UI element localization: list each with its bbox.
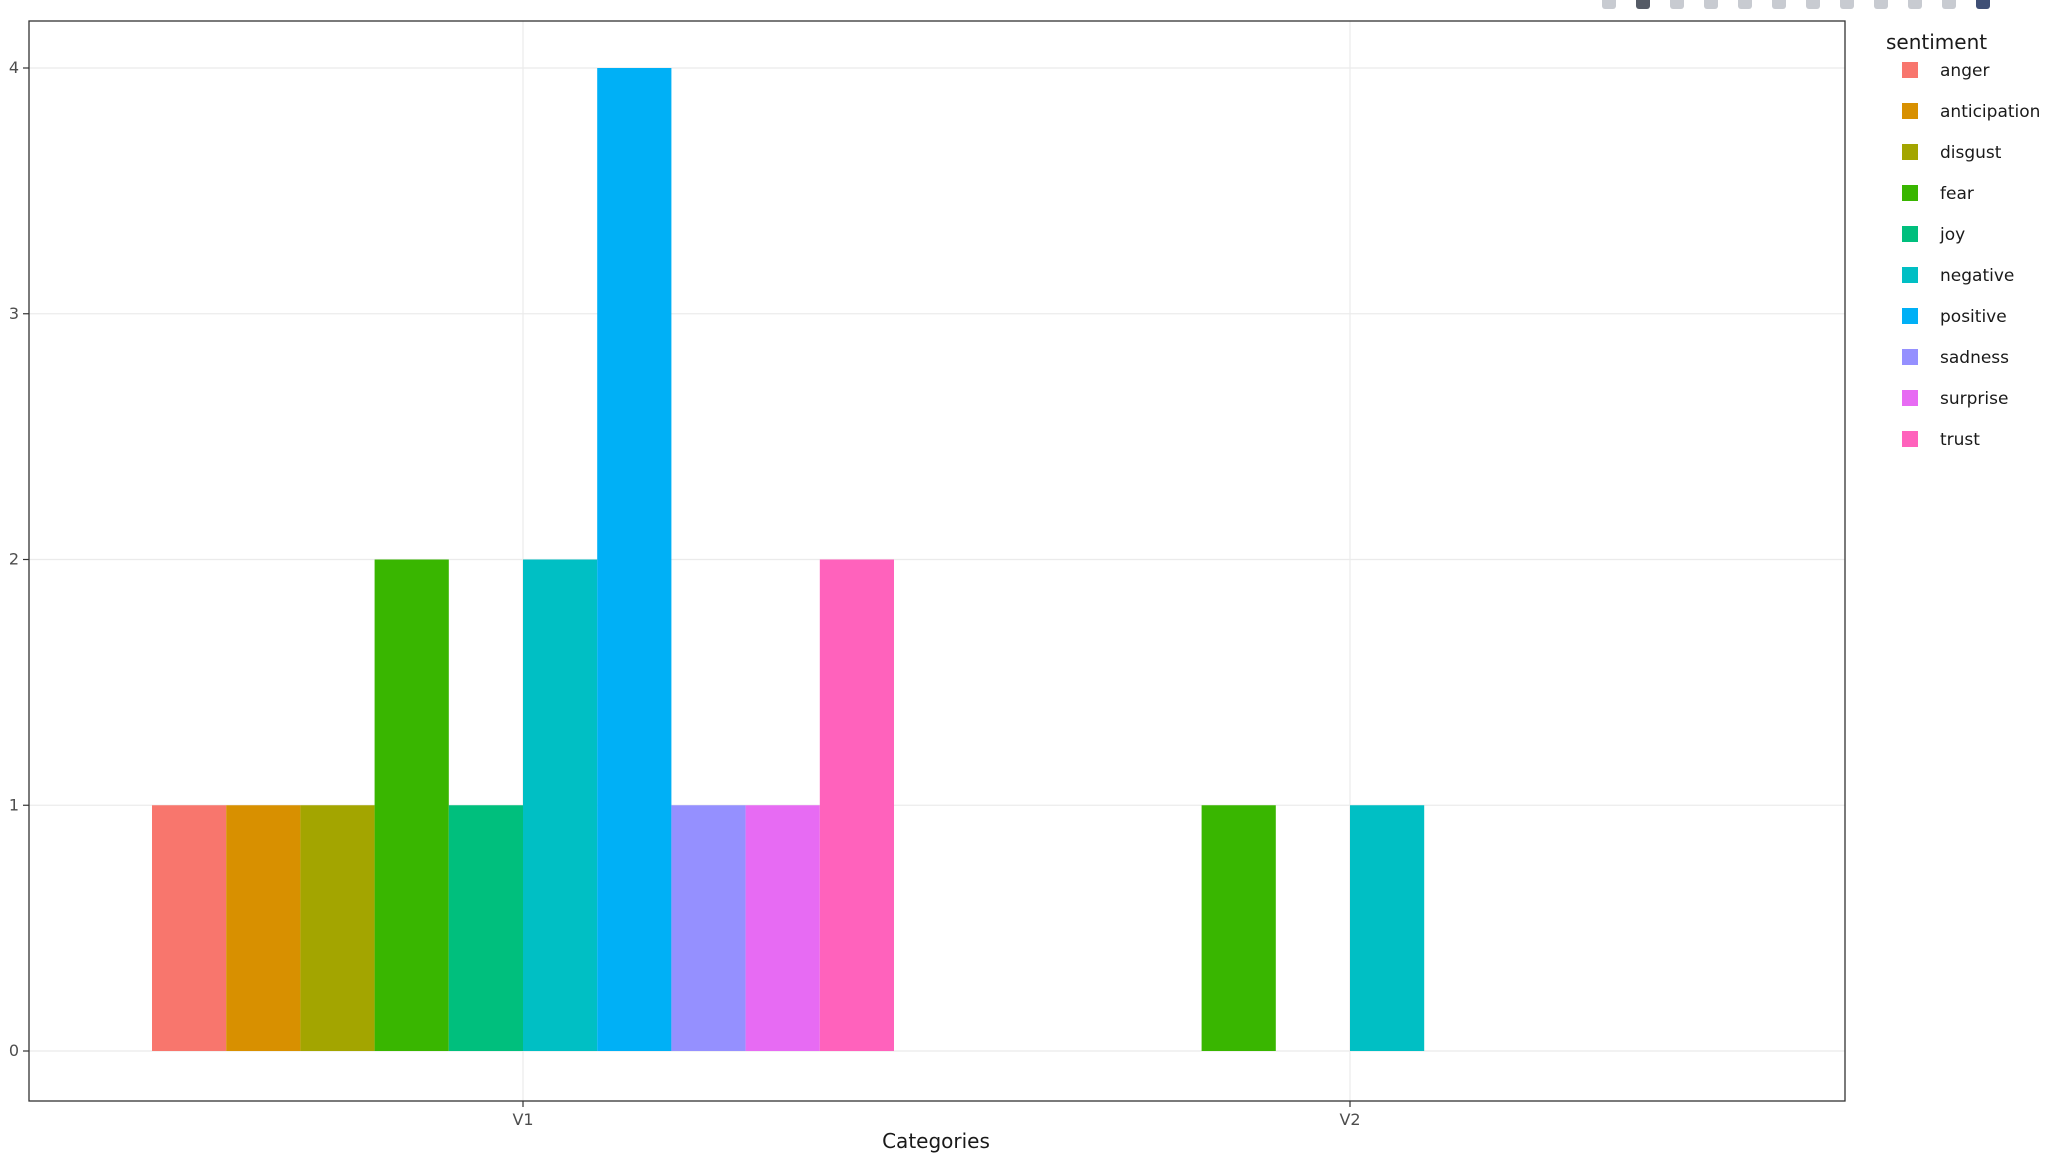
bar-negative-V1[interactable] bbox=[523, 559, 598, 1052]
y-axis-ticks: 0 1 2 3 4 bbox=[9, 58, 29, 1060]
bar-joy-V1[interactable] bbox=[448, 805, 523, 1051]
x-tick-label: V2 bbox=[1339, 1110, 1360, 1129]
legend-item-joy[interactable]: joy bbox=[1902, 225, 1965, 245]
legend-label: negative bbox=[1940, 266, 2014, 286]
zoom-in-icon[interactable] bbox=[1765, 0, 1793, 12]
legend-item-positive[interactable]: positive bbox=[1902, 307, 2007, 327]
legend-swatch bbox=[1902, 308, 1918, 324]
bar-anger-V1[interactable] bbox=[152, 805, 227, 1051]
legend-swatch bbox=[1902, 267, 1918, 283]
legend-label: joy bbox=[1939, 225, 1965, 245]
modebar-toolbar[interactable] bbox=[1595, 0, 1997, 12]
legend-swatch bbox=[1902, 62, 1918, 78]
bar-positive-V1[interactable] bbox=[597, 68, 672, 1051]
bar-disgust-V1[interactable] bbox=[300, 805, 375, 1051]
hover-closest-icon[interactable] bbox=[1935, 0, 1963, 12]
y-tick-label: 0 bbox=[9, 1041, 19, 1060]
bar-trust-V1[interactable] bbox=[819, 559, 894, 1052]
legend-swatch bbox=[1902, 103, 1918, 119]
legend-swatch bbox=[1902, 390, 1918, 406]
zoom-icon[interactable] bbox=[1629, 0, 1657, 12]
y-tick-label: 4 bbox=[9, 58, 19, 77]
legend-title: sentiment bbox=[1886, 30, 1987, 54]
legend-swatch bbox=[1902, 144, 1918, 160]
bar-fear-V2[interactable] bbox=[1201, 805, 1276, 1051]
bar-surprise-V1[interactable] bbox=[745, 805, 820, 1051]
legend-label: disgust bbox=[1940, 143, 2002, 163]
pan-icon[interactable] bbox=[1663, 0, 1691, 12]
x-axis-title: Categories bbox=[882, 1129, 990, 1153]
lasso-icon[interactable] bbox=[1731, 0, 1759, 12]
legend-swatch bbox=[1902, 226, 1918, 242]
legend-item-anticipation[interactable]: anticipation bbox=[1902, 102, 2040, 122]
legend-swatch bbox=[1902, 349, 1918, 365]
box-select-icon[interactable] bbox=[1697, 0, 1725, 12]
legend-label: positive bbox=[1940, 307, 2007, 327]
autoscale-icon[interactable] bbox=[1833, 0, 1861, 12]
bar-fear-V1[interactable] bbox=[374, 559, 449, 1052]
zoom-out-icon[interactable] bbox=[1799, 0, 1827, 12]
bar-anticipation-V1[interactable] bbox=[226, 805, 301, 1051]
plotly-logo-icon[interactable] bbox=[1969, 0, 1997, 12]
legend-label: anticipation bbox=[1940, 102, 2040, 122]
camera-icon[interactable] bbox=[1595, 0, 1623, 12]
reset-axes-icon[interactable] bbox=[1867, 0, 1895, 12]
legend-item-trust[interactable]: trust bbox=[1902, 430, 1980, 450]
legend-item-disgust[interactable]: disgust bbox=[1902, 143, 2002, 163]
spike-lines-icon[interactable] bbox=[1901, 0, 1929, 12]
x-tick-label: V1 bbox=[512, 1110, 533, 1129]
legend-item-fear[interactable]: fear bbox=[1902, 184, 1974, 204]
legend[interactable]: sentiment anger anticipation disgust fear jo… bbox=[1886, 30, 2040, 450]
x-axis-ticks: V1 V2 bbox=[512, 1101, 1361, 1129]
legend-label: fear bbox=[1940, 184, 1974, 204]
legend-label: trust bbox=[1940, 430, 1980, 450]
y-tick-label: 2 bbox=[9, 550, 19, 569]
bars[interactable] bbox=[152, 68, 1425, 1052]
bar-negative-V2[interactable] bbox=[1350, 805, 1425, 1051]
legend-item-surprise[interactable]: surprise bbox=[1902, 389, 2008, 409]
legend-label: anger bbox=[1940, 61, 1989, 81]
y-tick-label: 1 bbox=[9, 795, 19, 814]
plot-frame bbox=[28, 20, 1846, 1102]
bar-sadness-V1[interactable] bbox=[671, 805, 746, 1051]
y-tick-label: 3 bbox=[9, 304, 19, 323]
legend-item-anger[interactable]: anger bbox=[1902, 61, 1989, 81]
legend-label: surprise bbox=[1940, 389, 2008, 409]
legend-label: sadness bbox=[1940, 348, 2009, 368]
legend-item-sadness[interactable]: sadness bbox=[1902, 348, 2009, 368]
legend-swatch bbox=[1902, 185, 1918, 201]
legend-item-negative[interactable]: negative bbox=[1902, 266, 2014, 286]
legend-swatch bbox=[1902, 431, 1918, 447]
